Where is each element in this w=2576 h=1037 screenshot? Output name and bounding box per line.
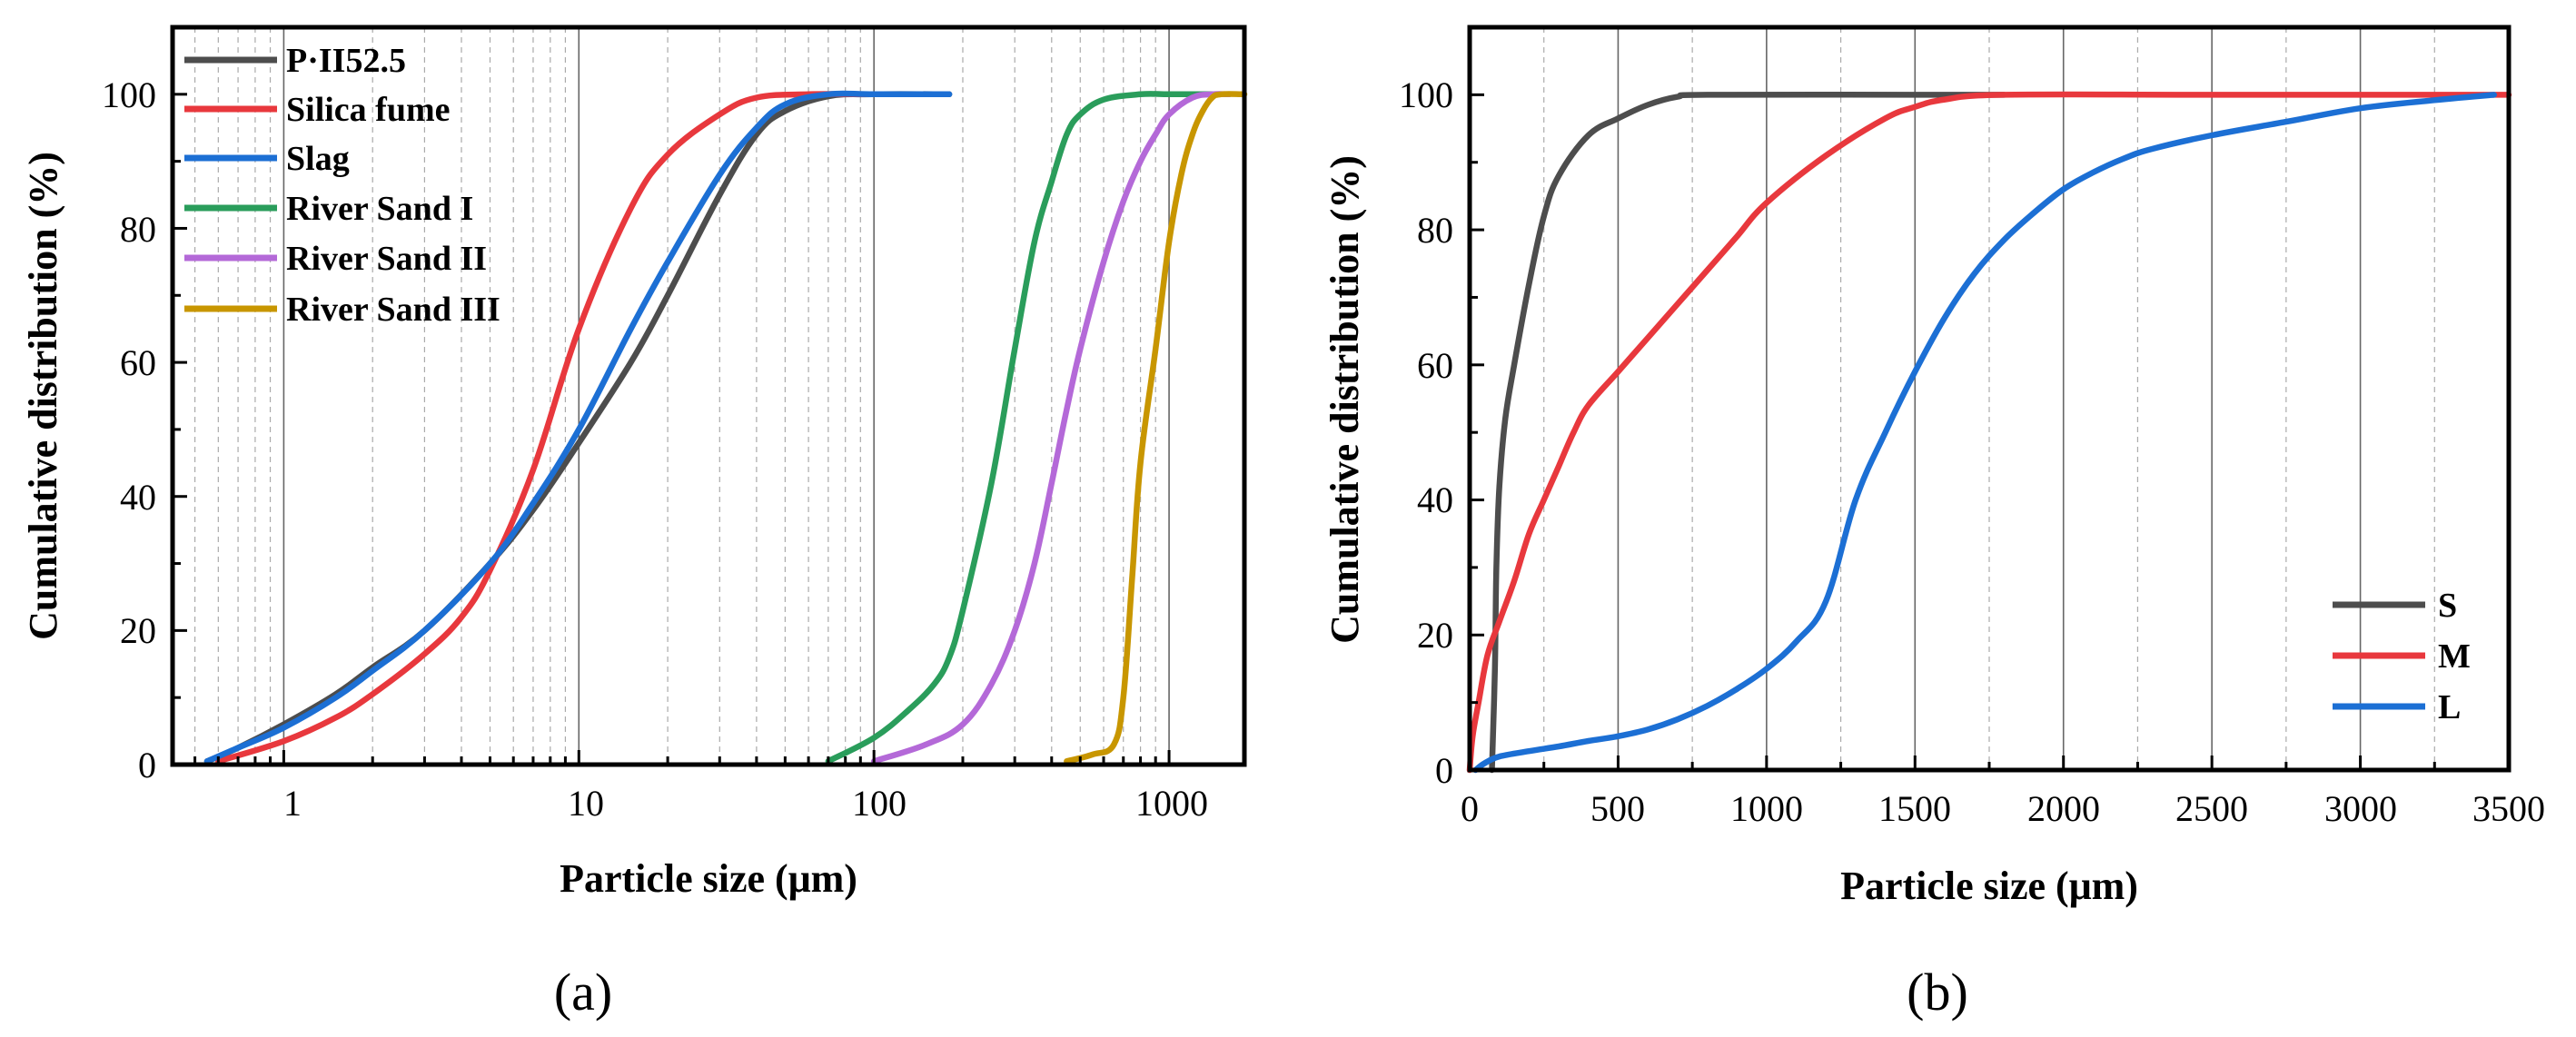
panel-a-y-tick-label: 40 (120, 477, 156, 518)
panel-a-x-tick-label: 100 (852, 783, 907, 824)
panel-a-y-tick-label: 20 (120, 610, 156, 651)
panel-b-series-group (1466, 91, 2512, 774)
panel-a-ticks (173, 25, 1171, 766)
panel-a-gridlines (194, 27, 1170, 765)
legend-label-silica-fume: Silica fume (286, 91, 450, 129)
panel-b-y-tick-label: 80 (1417, 210, 1453, 251)
panel-a-y-axis-title: Cumulative distribution (%) (21, 152, 65, 640)
legend-label-river-sand-i: River Sand I (286, 190, 473, 228)
series-line-river-sand-ii (870, 91, 1233, 765)
legend-label-slag: Slag (286, 140, 350, 178)
legend-label-river-sand-iii: River Sand III (286, 291, 500, 329)
panel-b-x-tick-label: 1500 (1878, 788, 1951, 829)
panel-a-label: (a) (554, 963, 612, 1022)
panel-b-chart: 0 20 40 60 80 100 0 500 1000 1500 2000 2… (1323, 25, 2545, 1022)
panel-a-x-tick-label: 1 (283, 783, 302, 824)
panel-b-legend: S M L (2333, 587, 2471, 726)
panel-b-x-tick-label: 3500 (2472, 788, 2545, 829)
panel-b-label: (b) (1907, 963, 1968, 1022)
panel-a-chart: 0 20 40 60 80 100 1 10 100 1000 Particle… (21, 25, 1248, 1022)
legend-label-s: S (2438, 587, 2457, 625)
panel-b-x-tick-label: 3000 (2324, 788, 2397, 829)
legend-label-river-sand-ii: River Sand II (286, 240, 487, 278)
panel-b-ticks (1468, 25, 2511, 772)
panel-a-y-tick-label: 60 (120, 342, 156, 383)
panel-a-y-tick-label: 100 (102, 74, 156, 115)
panel-b-x-tick-label: 1000 (1730, 788, 1803, 829)
panel-a-x-tick-label: 10 (568, 783, 604, 824)
panel-b-x-tick-label: 500 (1590, 788, 1645, 829)
panel-b-x-axis-title: Particle size (μm) (1840, 864, 2138, 908)
series-line-s (1489, 91, 2007, 774)
panel-a-series-group (203, 90, 1248, 765)
series-line-m (1466, 91, 2512, 774)
panel-a-plot-frame (170, 25, 1247, 767)
panel-a-y-tick-labels: 0 20 40 60 80 100 (102, 74, 156, 785)
panel-a-x-axis-title: Particle size (μm) (560, 856, 857, 901)
panel-b-y-tick-labels: 0 20 40 60 80 100 (1399, 74, 1453, 791)
panel-b-gridlines (1543, 27, 2435, 770)
panel-b-y-axis-title: Cumulative distribution (%) (1323, 155, 1367, 644)
legend-label-p-ii52-5: P·II52.5 (286, 42, 406, 80)
panel-a-x-tick-labels: 1 10 100 1000 (283, 783, 1208, 824)
panel-b-x-tick-labels: 0 500 1000 1500 2000 2500 3000 3500 (1461, 788, 2545, 829)
series-line-silica-fume (215, 91, 877, 765)
panel-a-y-tick-label: 0 (138, 745, 156, 785)
panel-b-x-tick-label: 2500 (2175, 788, 2248, 829)
series-line-river-sand-i (825, 91, 1215, 765)
panel-b-x-tick-label: 0 (1461, 788, 1479, 829)
panel-b-y-tick-label: 100 (1399, 74, 1453, 115)
panel-b-y-tick-label: 40 (1417, 479, 1453, 520)
panel-b-y-tick-label: 0 (1435, 750, 1453, 791)
panel-a-x-tick-label: 1000 (1135, 783, 1208, 824)
series-line-slag (203, 90, 953, 765)
panel-b-x-tick-label: 2000 (2027, 788, 2100, 829)
series-line-l (1472, 92, 2497, 774)
legend-label-m: M (2438, 637, 2471, 676)
panel-b-y-tick-label: 20 (1417, 615, 1453, 656)
series-line-river-sand-iii (1064, 91, 1248, 765)
panel-a-legend: P·II52.5 Silica fume Slag River Sand I R… (184, 42, 500, 329)
panel-a-y-tick-label: 80 (120, 209, 156, 250)
panel-b-y-tick-label: 60 (1417, 345, 1453, 386)
legend-label-l: L (2438, 688, 2461, 726)
